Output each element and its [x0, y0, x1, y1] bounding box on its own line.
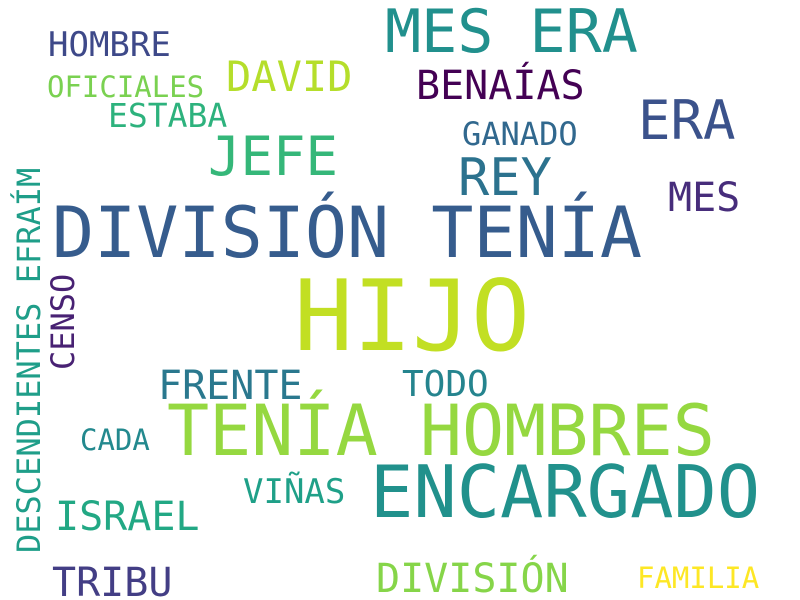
word-tenia-hombres: TENÍA HOMBRES	[167, 390, 715, 472]
word-mes: MES	[668, 175, 741, 221]
word-estaba: ESTABA	[108, 96, 228, 135]
word-familia: FAMILIA	[637, 561, 760, 595]
word-era: ERA	[638, 89, 736, 152]
word-ganado: GANADO	[462, 115, 578, 153]
word-censo: CENSO	[44, 273, 82, 370]
word-frente: FRENTE	[158, 363, 303, 409]
word-jefe: JEFE	[208, 125, 339, 188]
word-encargado: ENCARGADO	[370, 450, 761, 534]
word-cada: CADA	[80, 423, 150, 457]
word-vinas: VIÑAS	[243, 472, 346, 512]
word-division-tenia: DIVISIÓN TENÍA	[52, 192, 643, 274]
word-david: DAVID	[226, 52, 353, 101]
word-descendientes-efraim: DESCENDIENTES EFRAÍM	[10, 167, 48, 553]
word-division: DIVISIÓN	[376, 556, 569, 600]
word-tribu: TRIBU	[52, 560, 173, 600]
word-israel: ISRAEL	[55, 494, 200, 540]
word-rey: REY	[458, 148, 552, 208]
word-oficiales: OFICIALES	[47, 70, 205, 104]
word-todo: TODO	[402, 364, 489, 405]
word-benaias: BENAÍAS	[416, 63, 585, 109]
word-hijo: HIJO	[294, 260, 531, 374]
word-hombre: HOMBRE	[48, 25, 171, 65]
word-mes-era: MES ERA	[385, 0, 638, 67]
